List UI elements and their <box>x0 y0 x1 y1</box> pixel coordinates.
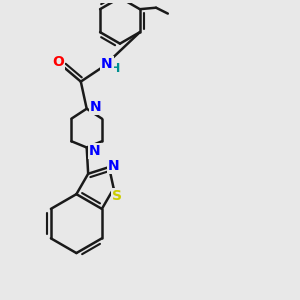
Text: N: N <box>90 100 101 114</box>
Text: N: N <box>101 57 112 71</box>
Text: N: N <box>108 159 119 172</box>
Text: H: H <box>110 62 120 75</box>
Text: S: S <box>112 189 122 203</box>
Text: N: N <box>89 144 101 158</box>
Text: O: O <box>52 56 64 70</box>
